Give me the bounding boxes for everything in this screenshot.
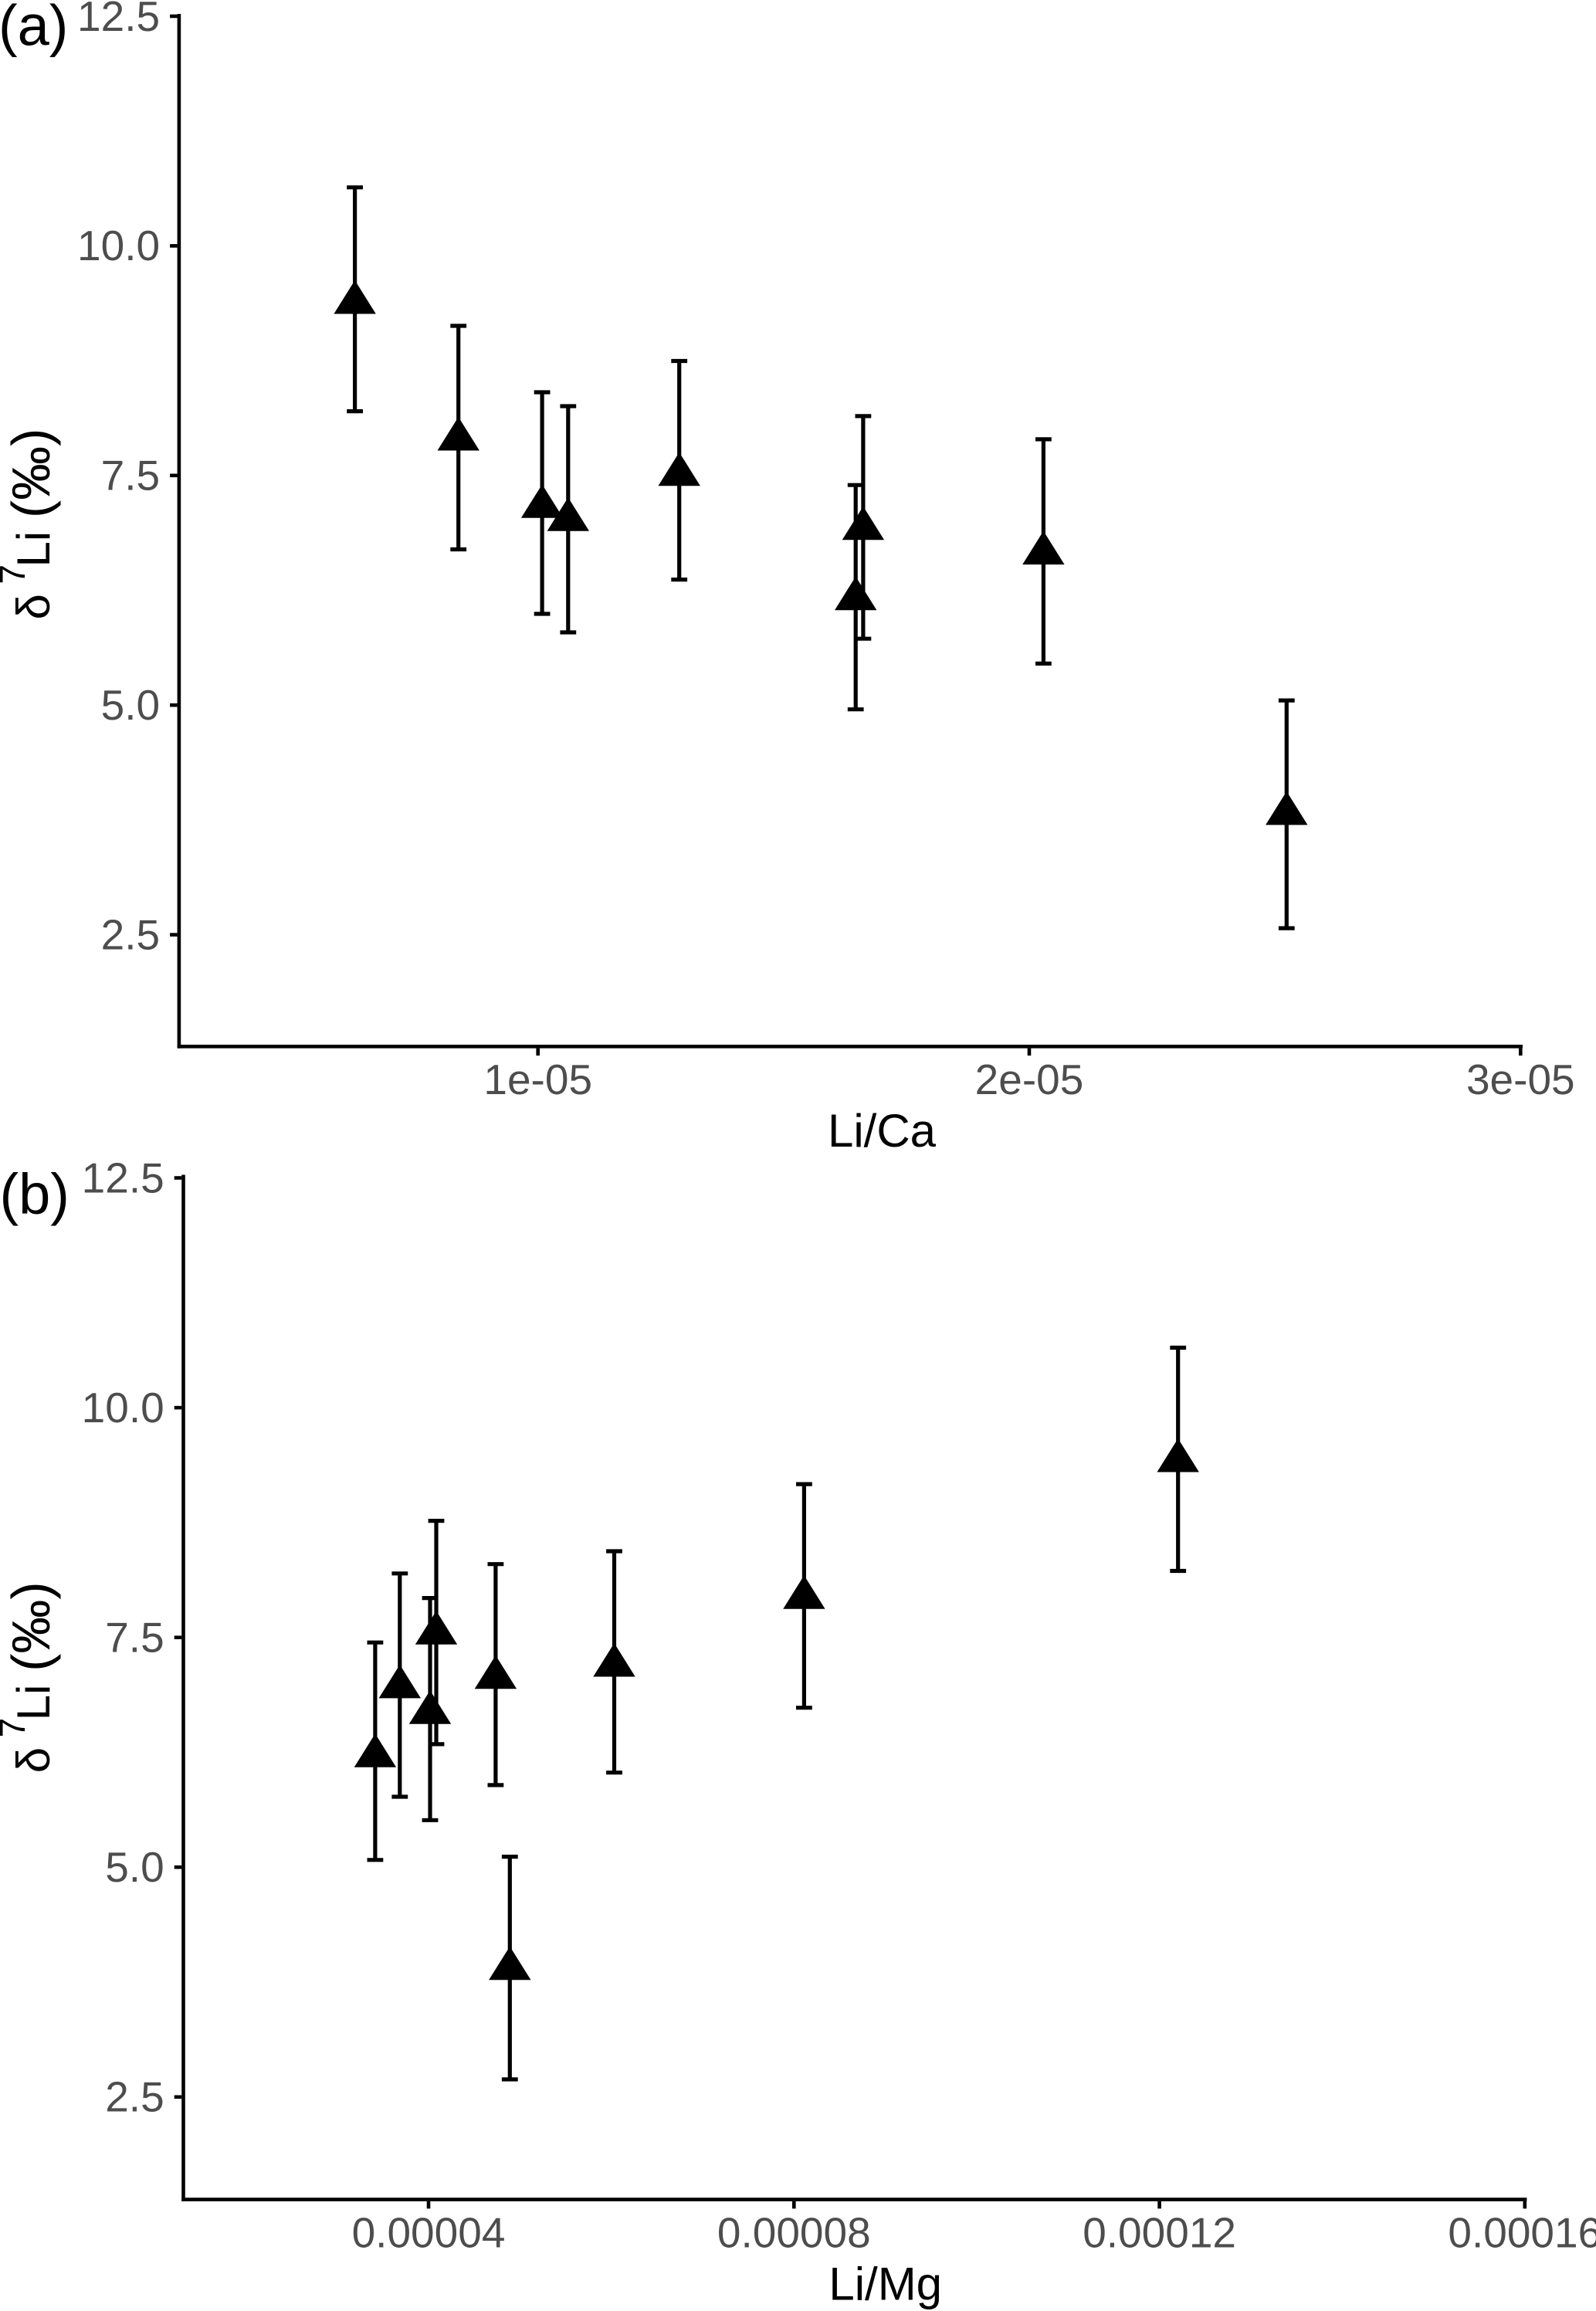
svg-text:10.0: 10.0 (82, 1384, 164, 1432)
svg-text:10.0: 10.0 (77, 222, 160, 269)
svg-text:5.0: 5.0 (105, 1843, 164, 1891)
svg-text:2.5: 2.5 (105, 2073, 164, 2121)
svg-text:12.5: 12.5 (77, 0, 160, 40)
svg-text:δ7Li (‰): δ7Li (‰) (0, 1581, 61, 1773)
svg-text:0.00012: 0.00012 (1083, 2209, 1236, 2257)
svg-text:5.0: 5.0 (101, 681, 160, 729)
svg-text:Li/Ca: Li/Ca (828, 1105, 937, 1157)
svg-text:0.00016: 0.00016 (1448, 2209, 1596, 2257)
svg-text:2e-05: 2e-05 (975, 1056, 1084, 1103)
svg-text:12.5: 12.5 (82, 1154, 164, 1201)
svg-text:3e-05: 3e-05 (1466, 1056, 1575, 1103)
svg-text:1e-05: 1e-05 (483, 1056, 592, 1103)
svg-text:2.5: 2.5 (101, 910, 160, 958)
svg-text:Li/Mg: Li/Mg (828, 2258, 942, 2309)
svg-text:0.00008: 0.00008 (717, 2209, 871, 2257)
svg-text:7.5: 7.5 (105, 1614, 164, 1662)
svg-text:7.5: 7.5 (101, 452, 160, 500)
svg-text:(b): (b) (0, 1162, 69, 1226)
svg-text:0.00004: 0.00004 (352, 2209, 506, 2257)
svg-text:(a): (a) (0, 0, 68, 58)
svg-text:δ7Li (‰): δ7Li (‰) (0, 429, 61, 620)
